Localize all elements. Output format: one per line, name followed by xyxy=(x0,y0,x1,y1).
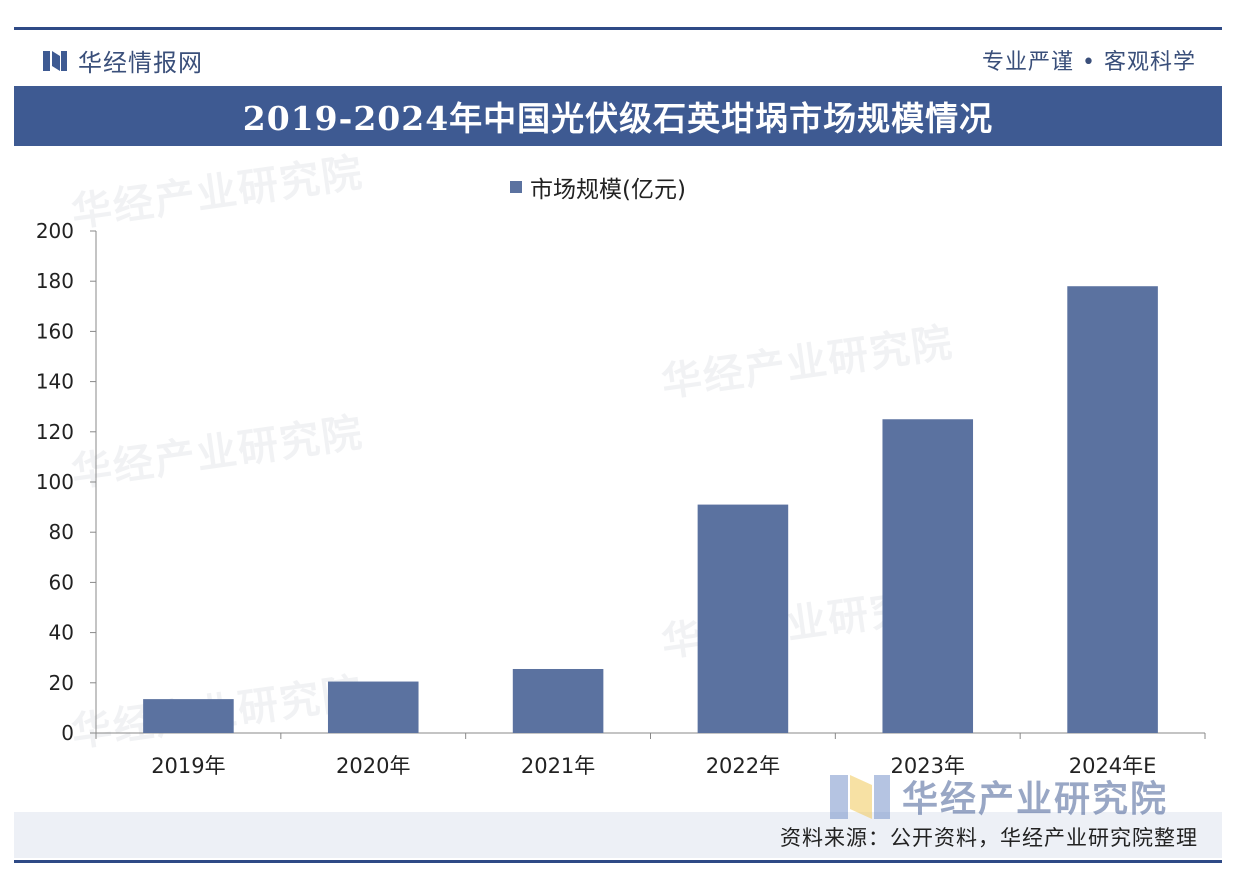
y-tick-label: 0 xyxy=(61,721,74,745)
source-note: 资料来源：公开资料，华经产业研究院整理 xyxy=(780,826,1198,850)
brand-name: 华经情报网 xyxy=(78,49,203,77)
brand-logo-icon xyxy=(43,50,67,71)
bar xyxy=(143,699,234,733)
x-tick-label: 2019年 xyxy=(151,754,225,778)
legend: 市场规模(亿元) xyxy=(510,170,686,204)
y-tick-label: 120 xyxy=(36,420,74,444)
chart-title: 2019-2024年中国光伏级石英坩埚市场规模情况 xyxy=(242,99,994,138)
x-tick-label: 2020年 xyxy=(336,754,410,778)
top-border xyxy=(14,27,1222,30)
y-tick-label: 80 xyxy=(49,520,74,544)
source-bar: 资料来源：公开资料，华经产业研究院整理 xyxy=(14,812,1222,858)
brand-logo: 华经情报网 xyxy=(42,43,203,78)
brand-watermark: 华经产业研究院 xyxy=(830,770,1168,822)
slogan: 专业严谨 • 客观科学 xyxy=(982,50,1196,75)
x-tick-label: 2021年 xyxy=(521,754,595,778)
y-tick-label: 40 xyxy=(49,621,74,645)
x-tick-label: 2022年 xyxy=(706,754,780,778)
bar xyxy=(882,419,974,733)
y-tick-label: 140 xyxy=(36,370,74,394)
y-tick-label: 20 xyxy=(49,671,74,695)
y-tick-label: 60 xyxy=(49,570,74,594)
bar xyxy=(512,668,604,733)
bar xyxy=(697,504,789,733)
y-tick-label: 200 xyxy=(36,219,74,243)
bottom-border xyxy=(14,860,1222,863)
legend-label: 市场规模(亿元) xyxy=(530,177,686,203)
y-tick-label: 180 xyxy=(36,269,74,293)
brand-watermark-text: 华经产业研究院 xyxy=(902,779,1169,820)
bar xyxy=(1067,286,1158,733)
bar xyxy=(327,681,419,733)
y-tick-label: 100 xyxy=(36,470,74,494)
title-bar: 2019-2024年中国光伏级石英坩埚市场规模情况 xyxy=(14,86,1222,146)
x-tick-label: 2024年E xyxy=(1069,754,1157,778)
header: 华经情报网 专业严谨 • 客观科学 xyxy=(14,38,1222,78)
brand-watermark-icon xyxy=(830,775,890,819)
y-tick-label: 160 xyxy=(36,319,74,343)
x-tick-label: 2023年 xyxy=(891,754,965,778)
legend-swatch xyxy=(510,181,522,193)
